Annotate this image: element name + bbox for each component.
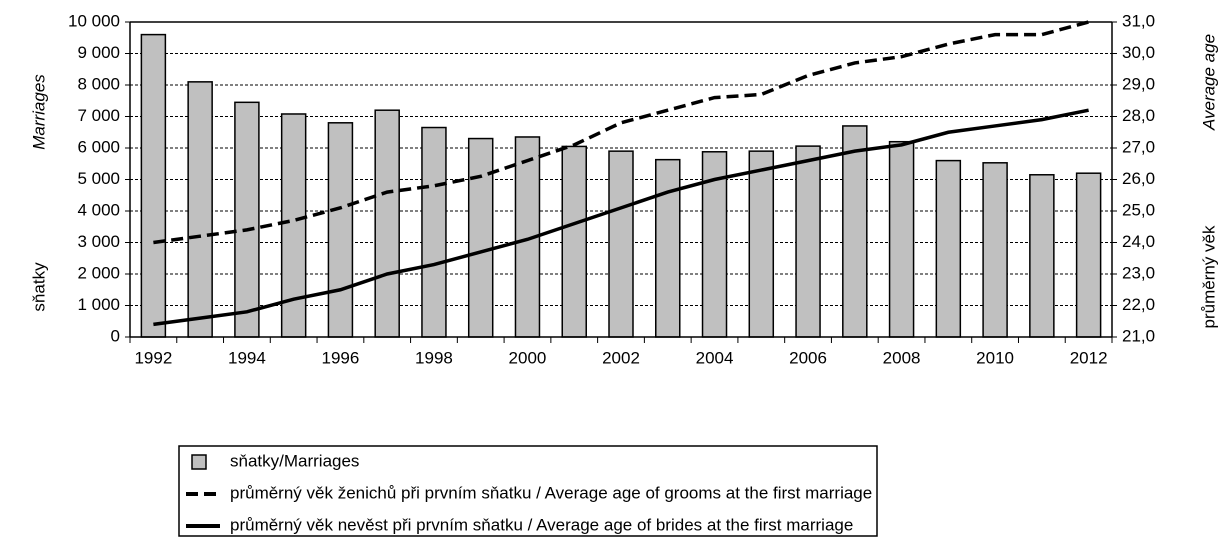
x-tick-label: 2000 (509, 348, 547, 367)
x-tick-label: 2008 (883, 348, 921, 367)
bar (280, 113, 307, 338)
bar (795, 145, 821, 338)
y-tick-label: 3 000 (77, 232, 120, 251)
bar (1029, 174, 1055, 338)
bar (888, 140, 915, 338)
bar (421, 126, 447, 338)
y2-tick-label: 27,0 (1122, 137, 1155, 156)
legend-box (178, 445, 878, 537)
y-axis-title: Marriages (29, 74, 48, 150)
bar (655, 158, 681, 338)
y2-axis-title: průměrný věk (1199, 225, 1218, 328)
x-tick-label: 1996 (322, 348, 360, 367)
y-tick-label: 9 000 (77, 43, 120, 62)
bar (561, 145, 587, 338)
y-tick-label: 5 000 (77, 169, 120, 188)
x-tick-label: 1998 (415, 348, 453, 367)
y-tick-label: 7 000 (77, 106, 120, 125)
bar (374, 109, 400, 338)
bar (467, 137, 494, 338)
x-tick-label: 1992 (134, 348, 172, 367)
y2-tick-label: 22,0 (1122, 295, 1155, 314)
y2-tick-label: 30,0 (1122, 43, 1155, 62)
bar (187, 81, 213, 338)
x-tick-label: 1994 (228, 348, 266, 367)
y2-tick-label: 29,0 (1122, 74, 1155, 93)
y-tick-label: 0 (111, 326, 120, 345)
y-tick-label: 8 000 (77, 74, 120, 93)
y-axis-title: sňatky (29, 262, 48, 312)
legend-label: sňatky/Marriages (230, 451, 359, 470)
bar (140, 33, 167, 338)
legend-label: průměrný věk ženichů při prvním sňatku /… (230, 483, 872, 502)
bar (327, 122, 354, 338)
y2-tick-label: 25,0 (1122, 200, 1155, 219)
y-tick-label: 4 000 (77, 200, 120, 219)
bar (748, 150, 775, 338)
y2-tick-label: 24,0 (1122, 232, 1155, 251)
y-tick-label: 1 000 (77, 295, 120, 314)
y-tick-label: 10 000 (68, 11, 120, 30)
legend-swatch (191, 454, 207, 470)
bar (234, 101, 260, 338)
bar (1075, 172, 1102, 338)
x-tick-label: 2006 (789, 348, 827, 367)
line (153, 108, 1089, 327)
y2-tick-label: 28,0 (1122, 106, 1155, 125)
y2-tick-label: 31,0 (1122, 11, 1155, 30)
x-tick-label: 2004 (696, 348, 734, 367)
y2-axis-title: Average age (1199, 34, 1218, 131)
legend-label: průměrný věk nevěst při prvním sňatku / … (230, 515, 853, 534)
y-tick-label: 6 000 (77, 137, 120, 156)
y-tick-label: 2 000 (77, 263, 120, 282)
y2-tick-label: 21,0 (1122, 326, 1155, 345)
bar (842, 125, 868, 338)
y2-tick-label: 26,0 (1122, 169, 1155, 188)
y2-tick-label: 23,0 (1122, 263, 1155, 282)
bar (608, 150, 634, 338)
x-tick-label: 2002 (602, 348, 640, 367)
x-tick-label: 2010 (976, 348, 1014, 367)
bar (982, 162, 1008, 338)
x-tick-label: 2012 (1070, 348, 1108, 367)
bar (935, 159, 962, 338)
